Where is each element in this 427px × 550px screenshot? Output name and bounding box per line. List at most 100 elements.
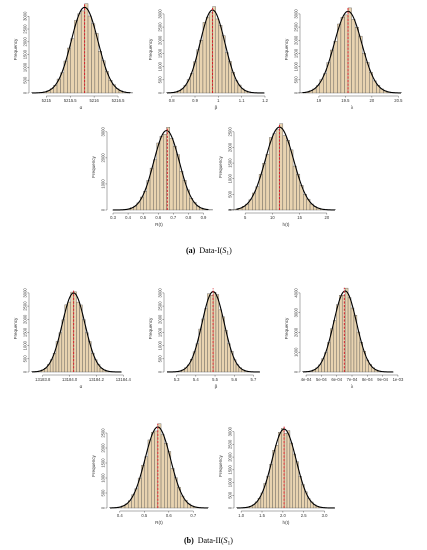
caption-b-close: ) xyxy=(230,536,233,545)
histogram-bar xyxy=(344,287,349,373)
histogram-bar xyxy=(170,468,175,509)
histogram-bar xyxy=(279,123,284,211)
histogram-bar xyxy=(74,20,78,94)
histogram-bar xyxy=(87,15,92,94)
y-axis-label: Frequency xyxy=(148,38,153,60)
histogram-bar xyxy=(80,10,85,94)
histogram-bar xyxy=(79,304,83,373)
histogram-bar xyxy=(351,19,356,94)
y-tick-label: 1000 xyxy=(228,173,233,183)
density-curve xyxy=(302,10,402,94)
histogram-bar xyxy=(362,52,366,94)
y-tick-label: 1000 xyxy=(228,477,233,487)
y-tick-label: 3000 xyxy=(23,288,28,298)
caption-a: (a) Data-I(S1) xyxy=(186,246,232,257)
y-tick-label: 2500 xyxy=(228,439,233,449)
y-tick-label: 2000 xyxy=(228,452,233,462)
y-axis-label: Frequency xyxy=(218,454,223,476)
histogram-bar xyxy=(205,16,210,94)
y-tick-label: 2500 xyxy=(158,301,163,311)
histogram-bar xyxy=(354,27,359,94)
y-tick-label: 1000 xyxy=(101,473,106,483)
histogram-bar xyxy=(169,138,174,211)
y-axis-label: Frequency xyxy=(284,317,289,339)
x-tick-label: 13183.8 xyxy=(35,377,51,382)
y-tick-label: 1500 xyxy=(101,458,106,468)
x-axis-label: β xyxy=(215,105,218,110)
y-tick-label: 2500 xyxy=(23,301,28,311)
histogram-bar xyxy=(333,320,337,373)
density-curve xyxy=(302,290,394,373)
histogram-bar xyxy=(265,154,270,211)
y-tick-label: 1000 xyxy=(23,340,28,350)
histogram-bar xyxy=(207,293,211,373)
histogram-bar xyxy=(336,304,340,373)
histogram-bar xyxy=(215,18,220,94)
x-tick-label: 0.7 xyxy=(170,215,176,220)
y-tick-label: 3000 xyxy=(158,288,163,298)
x-tick-label: 19.5 xyxy=(341,98,350,103)
x-axis-label: h(t) xyxy=(283,222,290,227)
y-tick-label: 1000 xyxy=(101,179,106,189)
histogram-bar xyxy=(255,186,260,211)
histogram-bar xyxy=(147,439,152,509)
caption-a-subidx: 1 xyxy=(226,251,229,257)
histogram-bar xyxy=(286,140,290,211)
x-tick-label: 5.6 xyxy=(231,377,237,382)
caption-b-text: Data-II( xyxy=(198,536,224,545)
y-tick-label: 2000 xyxy=(158,35,163,45)
histogram-bar xyxy=(275,129,280,211)
caption-a-text: Data-I( xyxy=(199,246,222,255)
histogram-bar xyxy=(98,51,102,94)
y-tick-label: 2000 xyxy=(158,314,163,324)
y-tick-label: 2000 xyxy=(294,327,299,337)
histogram-bar xyxy=(289,442,294,509)
x-tick-label: 5215 xyxy=(42,98,52,103)
x-tick-label: 0.9 xyxy=(192,98,198,103)
x-tick-label: 0.6 xyxy=(155,215,161,220)
histogram-a5: 5 10 15 20 h(t) 0 500 1000 1500 2000 2500 Frequency xyxy=(218,123,336,227)
x-tick-label: 0.9 xyxy=(201,215,207,220)
histogram-bar xyxy=(272,450,276,509)
histogram-b5: 1.0 1.5 2.0 2.5 3.0 h(t) 0 500 1000 1500 2000 2500 3… xyxy=(218,425,335,525)
x-tick-label: 20 xyxy=(370,98,375,103)
x-tick-label: 5.4 xyxy=(193,377,199,382)
x-axis-label: R(t) xyxy=(155,222,163,227)
x-tick-label: 4e-04 xyxy=(301,377,312,382)
y-tick-label: 3000 xyxy=(294,307,299,317)
x-tick-label: 5.7 xyxy=(251,377,257,382)
caption-a-sub: S xyxy=(222,246,226,255)
histogram-bar xyxy=(172,145,177,211)
x-tick-label: 3.0 xyxy=(322,513,328,518)
y-tick-label: 500 xyxy=(294,76,299,84)
histogram-bar xyxy=(67,301,71,373)
x-tick-label: 5216 xyxy=(89,98,99,103)
x-axis-label: λ xyxy=(351,105,354,110)
x-tick-label: 6e-04 xyxy=(331,377,342,382)
histogram-bar xyxy=(91,23,96,94)
histogram-bar xyxy=(201,318,205,373)
histogram-bar xyxy=(151,432,155,509)
x-tick-label: 5.5 xyxy=(212,377,218,382)
histogram-bar xyxy=(337,23,342,94)
y-tick-label: 2500 xyxy=(294,22,299,32)
y-tick-label: 2500 xyxy=(158,22,163,32)
x-tick-label: 20.5 xyxy=(394,98,403,103)
y-axis-label: Frequency xyxy=(13,317,18,339)
x-tick-label: 1e-03 xyxy=(393,377,404,382)
histogram-bar xyxy=(350,307,355,373)
y-tick-label: 0 xyxy=(228,506,233,509)
x-tick-label: 5 xyxy=(244,215,247,220)
x-tick-label: 10 xyxy=(270,215,275,220)
x-tick-label: 5e-04 xyxy=(316,377,327,382)
y-tick-label: 1500 xyxy=(23,49,28,59)
y-tick-label: 1500 xyxy=(228,158,233,168)
y-tick-label: 0 xyxy=(294,370,299,373)
histogram-bar xyxy=(286,430,291,509)
y-tick-label: 0 xyxy=(101,208,106,211)
histogram-bar xyxy=(77,13,82,94)
svg-text:(b) Data-II(S1): (b) Data-II(S1) xyxy=(184,536,233,547)
svg-text:(a) Data-I(S1): (a) Data-I(S1) xyxy=(186,246,232,257)
histogram-bar xyxy=(289,149,294,211)
x-tick-label: 2.0 xyxy=(280,513,286,518)
